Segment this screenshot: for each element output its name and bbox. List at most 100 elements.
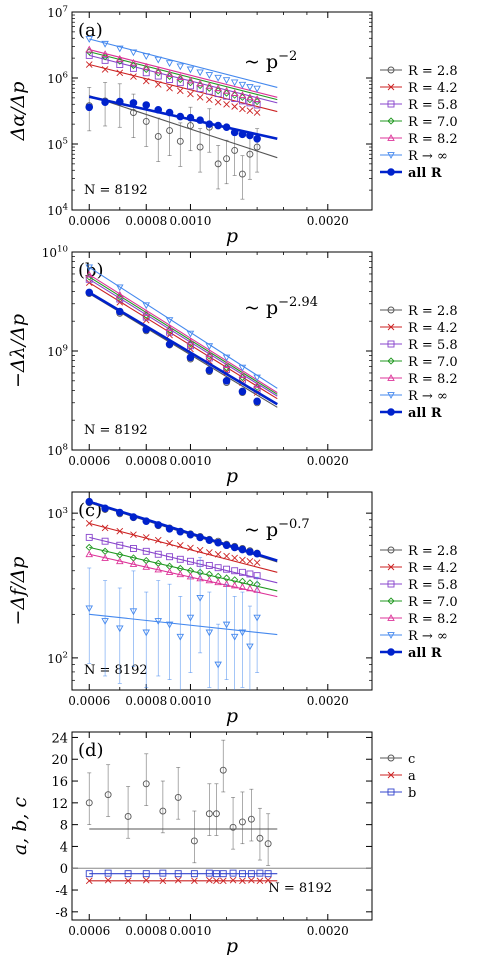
series-5 (85, 557, 278, 690)
data-point (176, 63, 185, 71)
data-point (222, 377, 231, 385)
data-point (205, 366, 214, 374)
data-point (85, 497, 94, 506)
data-point (238, 371, 247, 379)
y-axis-label: a, b, c (9, 797, 31, 856)
data-point (130, 73, 137, 80)
x-tick-label: 0.0010 (169, 454, 211, 468)
data-point (142, 325, 151, 334)
data-point (154, 81, 162, 88)
series-5 (85, 264, 278, 389)
data-point (142, 517, 151, 525)
legend-label: R = 2.8 (408, 544, 458, 559)
data-point (205, 629, 214, 637)
data-point (246, 643, 254, 651)
data-point (196, 546, 204, 554)
data-point (176, 112, 185, 121)
data-point (253, 397, 261, 406)
data-point (85, 270, 94, 278)
legend-label: R → ∞ (408, 149, 448, 164)
data-point (142, 101, 151, 109)
data-point (238, 870, 246, 878)
data-point (187, 557, 194, 565)
data-point (206, 876, 213, 884)
data-point (142, 547, 150, 555)
data-point (85, 520, 93, 527)
series-0 (85, 82, 278, 200)
data-point (264, 840, 272, 848)
data-point (85, 61, 93, 68)
n-label: N = 8192 (84, 183, 148, 198)
x-tick-label: 0.0008 (125, 694, 167, 708)
legend-label: R → ∞ (408, 629, 448, 644)
data-point (253, 614, 261, 622)
data-point (124, 870, 132, 878)
data-point (165, 621, 174, 629)
legend-label: R = 4.2 (408, 81, 458, 96)
data-point (253, 134, 261, 143)
data-point (238, 170, 246, 178)
data-point (104, 876, 112, 884)
legend-marker (387, 323, 395, 331)
y-tick-label: 107 (47, 5, 68, 20)
data-point (223, 565, 231, 573)
legend-label: R → ∞ (408, 389, 448, 404)
legend-label: R = 7.0 (408, 355, 458, 370)
legend-entry: R → ∞ (380, 389, 448, 404)
data-point (238, 583, 247, 590)
legend-entry: all R (380, 646, 442, 661)
data-point (238, 81, 247, 89)
data-point (213, 877, 220, 885)
data-point (253, 143, 261, 151)
data-point (230, 128, 239, 137)
data-point (174, 870, 182, 878)
data-point (223, 552, 230, 560)
series-0 (85, 739, 278, 866)
legend-entry: R = 4.2 (380, 561, 458, 576)
fit-line (88, 276, 278, 395)
data-point (165, 317, 174, 325)
data-point (231, 554, 238, 562)
data-point (205, 576, 214, 584)
data-point (85, 870, 93, 878)
legend-marker (387, 771, 395, 779)
legend-marker (387, 83, 395, 91)
data-point (154, 133, 162, 140)
data-point (253, 85, 261, 93)
data-point (101, 66, 109, 73)
data-point (246, 84, 254, 91)
n-label: N = 8192 (84, 663, 148, 678)
data-point (115, 508, 124, 517)
x-tick-label: 0.0010 (169, 214, 211, 228)
y-tick-label: 12 (51, 797, 68, 812)
data-point (129, 560, 138, 567)
power-law-annotation: ~ p−2.94 (244, 295, 318, 319)
data-point (186, 614, 195, 622)
data-point (222, 361, 231, 368)
legend-label: R = 4.2 (408, 321, 458, 336)
data-point (186, 530, 195, 539)
data-point (205, 562, 213, 569)
data-point (104, 791, 112, 799)
data-point (130, 545, 137, 552)
panel-2: 0.0006 0.0008 0.0010 0.0020102103p−Δf/Δp(c)… (7, 491, 458, 727)
data-point (142, 309, 151, 316)
data-point (222, 541, 231, 550)
legend-marker (387, 374, 395, 381)
legend-marker (387, 580, 395, 588)
legend-label: R = 8.2 (408, 132, 458, 147)
data-point (129, 58, 138, 66)
legend-entry: R = 2.8 (380, 544, 458, 559)
y-axis-label: Δα/Δp (7, 82, 29, 142)
data-point (246, 584, 254, 592)
data-point (129, 61, 138, 70)
series-4 (85, 45, 278, 102)
y-tick-label: -4 (55, 884, 68, 899)
data-point (214, 550, 222, 558)
legend-entry: a (380, 769, 416, 784)
legend-entry: R = 8.2 (380, 612, 458, 627)
data-point (223, 100, 230, 108)
data-point (238, 387, 247, 396)
data-point (238, 130, 247, 139)
data-point (238, 629, 247, 637)
